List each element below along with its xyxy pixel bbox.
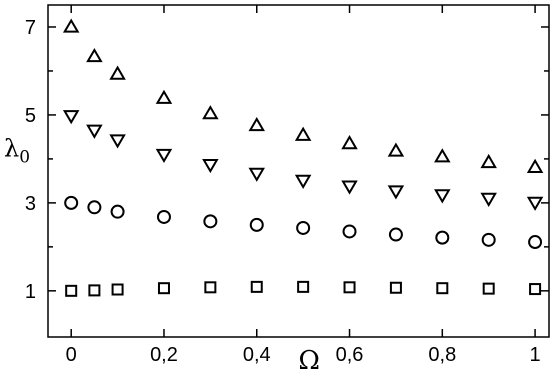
- triangle-down-marker: [526, 196, 544, 211]
- triangle-down-marker: [155, 148, 173, 163]
- square-marker: [88, 284, 101, 297]
- triangle-up-marker: [62, 18, 80, 33]
- y-axis-label-subscript: 0: [19, 148, 30, 168]
- triangle-up-marker: [155, 89, 173, 104]
- x-tick-label: 0,2: [150, 344, 178, 366]
- square-marker: [343, 281, 356, 294]
- x-tick-label: 1: [530, 344, 541, 366]
- plot-frame: [47, 4, 550, 338]
- triangle-down-marker: [248, 167, 265, 182]
- circle-marker: [203, 214, 218, 229]
- x-tick-label: 0,8: [428, 344, 456, 366]
- square-marker: [157, 282, 170, 295]
- x-tick-label: 0,4: [243, 344, 271, 366]
- square-marker: [436, 282, 449, 295]
- markers: [62, 18, 544, 297]
- circle-marker: [528, 235, 543, 250]
- triangle-up-marker: [86, 47, 103, 63]
- triangle-down-marker: [86, 124, 103, 139]
- circle-marker: [342, 224, 357, 239]
- x-tick-label: 0,6: [336, 344, 364, 366]
- triangle-up-marker: [248, 116, 265, 132]
- triangle-up-marker: [109, 65, 126, 80]
- triangle-down-marker: [387, 185, 405, 200]
- circle-marker: [64, 195, 79, 210]
- y-axis-label-main: λ: [4, 135, 19, 163]
- y-tick-label: 5: [25, 105, 36, 127]
- square-marker: [529, 283, 542, 296]
- triangle-down-marker: [62, 110, 80, 125]
- triangle-up-marker: [480, 153, 497, 169]
- tick-labels: 0 0,2 0,4 0,6 0,8 1 1 3 5 7: [25, 17, 541, 366]
- square-marker: [204, 281, 217, 294]
- triangle-down-marker: [434, 189, 451, 204]
- x-tick-label: 0: [66, 344, 77, 366]
- circle-marker: [249, 217, 264, 232]
- y-tick-label: 1: [25, 281, 36, 303]
- square-marker: [111, 283, 124, 296]
- y-tick-label: 3: [25, 193, 36, 215]
- triangle-up-marker: [202, 105, 219, 120]
- circle-marker: [481, 232, 496, 247]
- triangle-down-marker: [341, 180, 358, 195]
- square-marker: [482, 282, 495, 295]
- y-tick-label: 7: [25, 17, 36, 39]
- circle-marker: [435, 230, 450, 245]
- circle-marker: [87, 200, 102, 215]
- square-marker: [65, 284, 78, 297]
- x-axis-label: Ω: [298, 346, 320, 371]
- square-marker: [389, 281, 402, 294]
- circle-marker: [110, 204, 125, 219]
- triangle-down-marker: [109, 134, 126, 149]
- circle-marker: [156, 209, 171, 224]
- square-marker: [250, 280, 263, 293]
- triangle-up-marker: [526, 158, 544, 173]
- circle-marker: [296, 220, 311, 235]
- triangle-up-marker: [434, 148, 451, 163]
- y-axis-label: λ0: [4, 135, 30, 168]
- triangle-up-marker: [341, 135, 358, 150]
- triangle-down-marker: [202, 158, 219, 174]
- circle-marker: [388, 227, 403, 242]
- triangle-down-marker: [294, 174, 312, 189]
- triangle-down-marker: [480, 192, 497, 207]
- ticks: [48, 5, 549, 337]
- triangle-up-marker: [294, 126, 312, 141]
- triangle-up-marker: [387, 142, 405, 157]
- square-marker: [297, 280, 310, 293]
